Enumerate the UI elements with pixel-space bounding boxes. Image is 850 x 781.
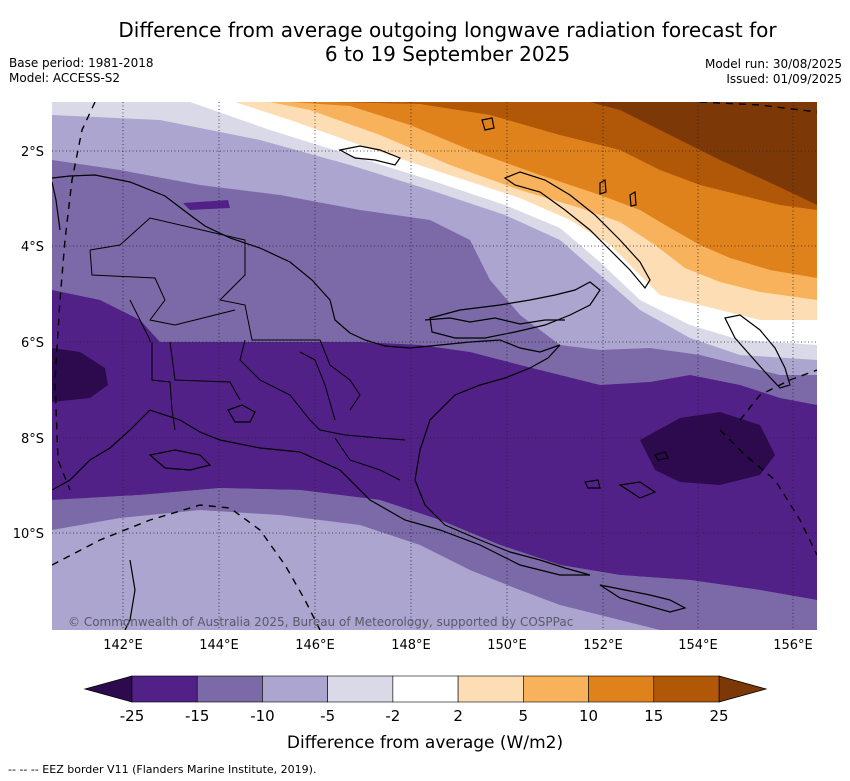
lon-label: 146°E (295, 638, 335, 653)
title-line-2: 6 to 19 September 2025 (324, 42, 571, 66)
coast-bougainville (724, 314, 791, 389)
map-panel: © Commonwealth of Australia 2025, Bureau… (52, 102, 817, 630)
map-title: Difference from average outgoing longwav… (0, 18, 850, 66)
colorbar-tick-label: 15 (644, 707, 663, 725)
eez-border-east (739, 369, 817, 421)
eez-border-southeast (719, 429, 817, 556)
colorbar-title: Difference from average (W/m2) (287, 733, 563, 753)
lat-label: 2°S (21, 145, 44, 160)
lat-label: 10°S (13, 527, 44, 542)
colorbar-tick-label: -15 (185, 707, 210, 725)
eez-legend-dash: -- -- (8, 763, 28, 776)
gridlines (52, 102, 817, 630)
coast-new-britain (429, 281, 601, 339)
lat-label: 8°S (21, 432, 44, 447)
lat-axis: 2°S 4°S 6°S 8°S 10°S (13, 145, 44, 542)
model-run: Model run: 30/08/2025 (704, 57, 842, 71)
border-provinces-1 (89, 217, 361, 411)
coast-new-guinea-south (52, 344, 591, 576)
model-name: Model: ACCESS-S2 (9, 71, 121, 85)
colorbar: -25 -15 -10 -5 -2 2 5 10 15 25 Difference from av… (83, 675, 768, 753)
title-line-1: Difference from average outgoing longwav… (118, 18, 777, 42)
base-period: Base period: 1981-2018 (9, 56, 154, 70)
eez-borders (52, 102, 817, 630)
colorbar-cell (131, 675, 198, 703)
border-provinces-4 (299, 351, 401, 481)
border-provinces-5 (129, 299, 241, 401)
lat-label: 6°S (21, 336, 44, 351)
meta-left: Base period: 1981-2018 Model: ACCESS-S2 (9, 56, 154, 86)
colorbar-cell (327, 675, 394, 703)
colorbar-cell (196, 675, 263, 703)
colorbar-extend-min (83, 675, 133, 703)
eez-legend-text: -- EEZ border V11 (Flanders Marine Insti… (30, 763, 317, 776)
lon-label: 150°E (487, 638, 527, 653)
anomaly-band-minus25 (52, 290, 817, 600)
lon-label: 142°E (103, 638, 143, 653)
lon-label: 154°E (678, 638, 718, 653)
coastlines (52, 117, 791, 630)
meta-right: Model run: 30/08/2025 Issued: 01/09/2025 (705, 57, 842, 87)
colorbar-cell (588, 675, 655, 703)
colorbar-tick-label: -10 (250, 707, 275, 725)
colorbar-cell (392, 675, 459, 703)
issued-date: Issued: 01/09/2025 (726, 72, 842, 86)
coast-manus (338, 145, 401, 166)
border-provinces-3 (239, 339, 406, 441)
coast-cape-york (124, 559, 136, 630)
coast-islands-east (584, 451, 669, 499)
colorbar-tick-label: 5 (519, 707, 529, 725)
colorbar-extend-max (718, 675, 768, 703)
coast-fly-delta (148, 449, 212, 471)
eez-border-west (54, 102, 96, 491)
colorbar-cell (653, 675, 720, 703)
colorbar-tick-label: 25 (709, 707, 728, 725)
lon-axis: 142°E 144°E 146°E 148°E 150°E 152°E 154°… (103, 638, 813, 653)
colorbar-cell (262, 675, 328, 703)
lon-label: 144°E (199, 638, 239, 653)
coast-west (52, 181, 61, 231)
anomaly-blob-north (183, 200, 230, 210)
eez-legend: -- -- -- EEZ border V11 (Flanders Marine… (8, 763, 316, 777)
lon-label: 156°E (773, 638, 813, 653)
colorbar-tick-label: -25 (120, 707, 145, 725)
coast-papuan-tail (599, 584, 687, 613)
coast-islands-north (481, 117, 637, 207)
lon-label: 148°E (391, 638, 431, 653)
borders (89, 217, 406, 481)
colorbar-cell (457, 675, 524, 703)
lon-label: 152°E (583, 638, 623, 653)
anomaly-band-plus25 (590, 102, 817, 205)
colorbar-tick-label: 2 (453, 707, 463, 725)
coast-lake (227, 404, 256, 423)
colorbar-tick-label: -2 (385, 707, 400, 725)
colorbar-cell (523, 675, 589, 703)
copyright-notice: © Commonwealth of Australia 2025, Bureau… (68, 615, 573, 629)
border-png-indonesia (151, 342, 176, 431)
anomaly-band-minus10-south (52, 510, 660, 630)
border-provinces-2 (89, 249, 236, 326)
coast-new-ireland (503, 171, 651, 290)
lat-label: 4°S (21, 240, 44, 255)
anomaly-blob-west (52, 348, 108, 402)
colorbar-tick-label: 10 (579, 707, 598, 725)
colorbar-tick-label: -5 (320, 707, 335, 725)
coast-huon (424, 317, 565, 325)
anomaly-blob-east (640, 412, 775, 485)
coast-new-guinea-north (52, 174, 561, 353)
